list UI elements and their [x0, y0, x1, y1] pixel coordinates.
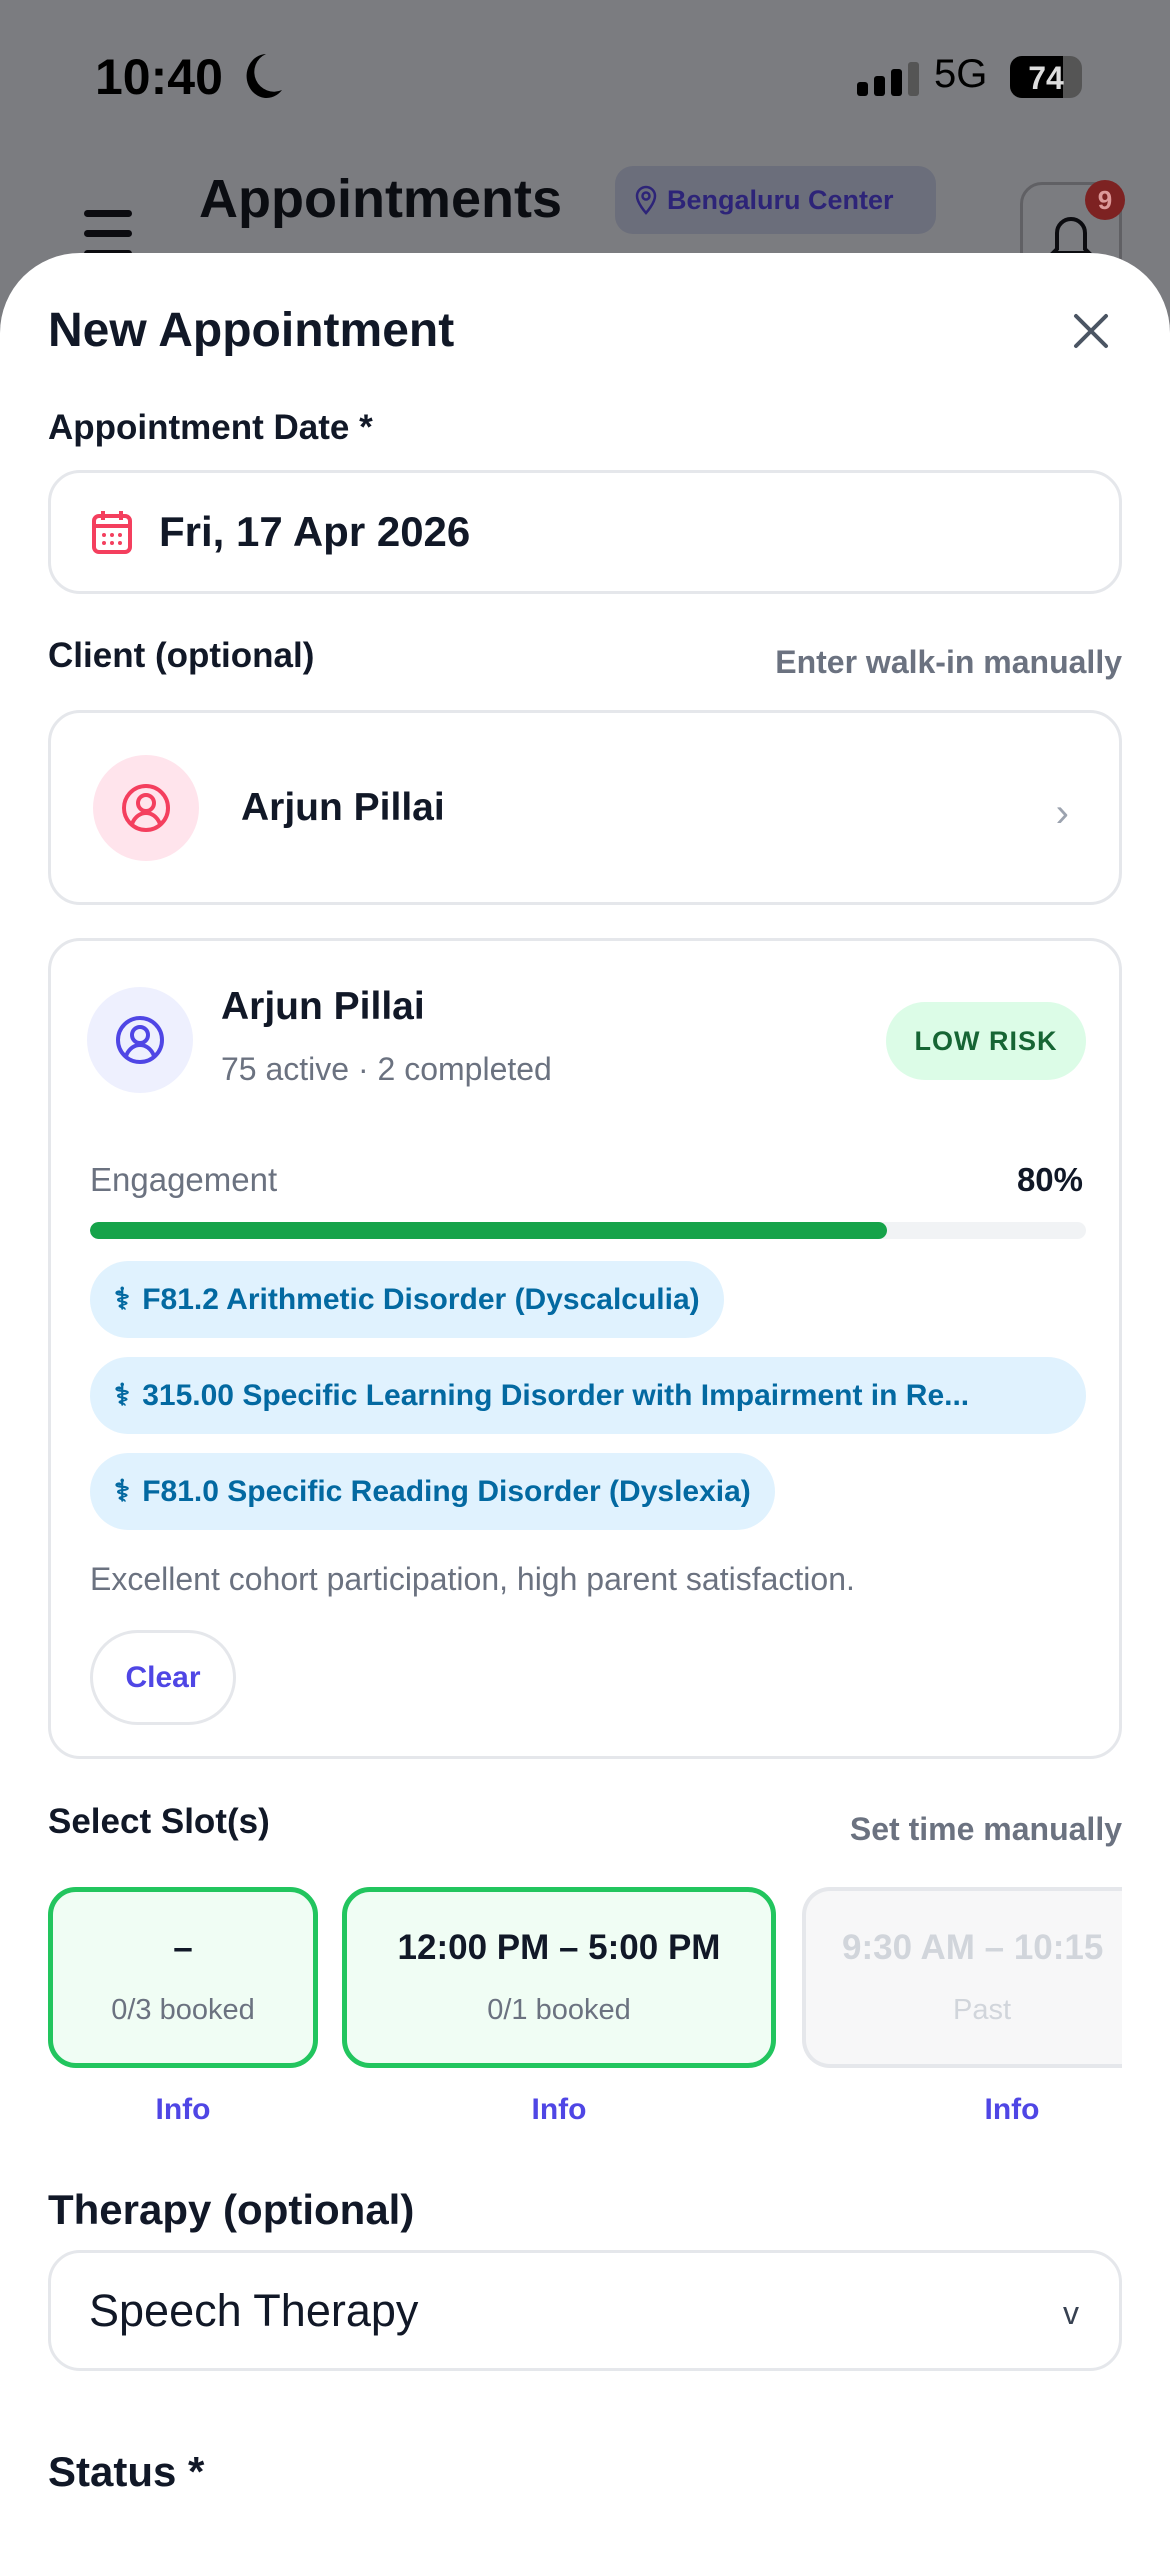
- client-note: Excellent cohort participation, high par…: [90, 1561, 855, 1597]
- selected-client-name: Arjun Pillai: [241, 785, 445, 829]
- slot-time: 9:30 AM – 10:15: [842, 1928, 1104, 1967]
- date-value: Fri, 17 Apr 2026: [159, 508, 471, 555]
- slot-time: 12:00 PM – 5:00 PM: [397, 1928, 721, 1967]
- battery-icon: 74: [1010, 56, 1082, 98]
- date-field[interactable]: Fri, 17 Apr 2026: [48, 470, 1122, 594]
- client-card-summary: 75 active · 2 completed: [221, 1051, 552, 1087]
- therapy-value: Speech Therapy: [89, 2284, 419, 2336]
- slot-time: –: [173, 1928, 193, 1967]
- client-selector[interactable]: Arjun Pillai ›: [48, 710, 1122, 905]
- slot-booked: 0/3 booked: [111, 1994, 255, 2026]
- engagement-bar: [90, 1222, 1086, 1239]
- diagnosis-chip: ⚕ F81.2 Arithmetic Disorder (Dyscalculia): [90, 1261, 724, 1338]
- user-circle-icon: [116, 1016, 164, 1064]
- diagnosis-label: 315.00 Specific Learning Disorder with I…: [142, 1378, 970, 1412]
- slot-card[interactable]: 12:00 PM – 5:00 PM 0/1 booked: [342, 1887, 776, 2068]
- slot-info-link[interactable]: Info: [155, 2093, 211, 2126]
- moon-icon: [246, 54, 282, 98]
- stethoscope-icon: ⚕: [114, 1283, 131, 1316]
- user-circle-icon: [122, 783, 170, 832]
- diagnosis-chip: ⚕ 315.00 Specific Learning Disorder with …: [90, 1357, 1086, 1434]
- client-card-name: Arjun Pillai: [221, 985, 425, 1028]
- close-icon[interactable]: [1070, 310, 1112, 352]
- date-label: Appointment Date *: [48, 408, 373, 447]
- battery-level: 74: [1028, 60, 1064, 96]
- chevron-right-icon: ›: [1055, 791, 1069, 835]
- chevron-down-icon: v: [1063, 2295, 1079, 2331]
- stethoscope-icon: ⚕: [114, 1379, 131, 1412]
- calendar-icon: [92, 511, 132, 554]
- status-time: 10:40: [95, 49, 223, 105]
- client-card-avatar: [87, 987, 193, 1093]
- client-summary-card: Arjun Pillai 75 active · 2 completed LOW…: [48, 938, 1122, 1759]
- slot-card-past: 9:30 AM – 10:15 Past: [802, 1887, 1122, 2068]
- engagement-bar-fill: [90, 1222, 887, 1239]
- sheet-title: New Appointment: [48, 304, 455, 357]
- slot-info-link[interactable]: Info: [984, 2093, 1040, 2126]
- therapy-select[interactable]: Speech Therapy v: [48, 2250, 1122, 2371]
- engagement-value: 80%: [1016, 1161, 1083, 1198]
- bell-icon: [1049, 217, 1093, 255]
- status-label: Status *: [48, 2448, 205, 2495]
- location-label: Bengaluru Center: [667, 184, 894, 215]
- client-avatar: [93, 754, 199, 861]
- engagement-label: Engagement: [90, 1161, 278, 1198]
- slot-card[interactable]: – 0/3 booked: [48, 1887, 318, 2068]
- diagnosis-chip: ⚕ F81.0 Specific Reading Disorder (Dyslex…: [90, 1453, 775, 1530]
- stethoscope-icon: ⚕: [114, 1475, 131, 1508]
- slot-booked: 0/1 booked: [487, 1994, 631, 2026]
- risk-badge: LOW RISK: [886, 1002, 1086, 1080]
- walk-in-link[interactable]: Enter walk-in manually: [775, 644, 1122, 680]
- network-type: 5G: [934, 52, 988, 96]
- notification-badge: 9: [1085, 180, 1125, 220]
- client-label: Client (optional): [48, 636, 315, 675]
- signal-icon: [857, 62, 919, 96]
- slots-label: Select Slot(s): [48, 1802, 270, 1841]
- location-pin-icon: [635, 185, 657, 215]
- therapy-label: Therapy (optional): [48, 2186, 415, 2233]
- diagnosis-label: F81.2 Arithmetic Disorder (Dyscalculia): [142, 1282, 700, 1316]
- page-title: Appointments: [199, 169, 562, 229]
- slot-status: Past: [952, 1994, 1012, 2026]
- diagnosis-label: F81.0 Specific Reading Disorder (Dyslexi…: [142, 1474, 751, 1508]
- clear-client-button[interactable]: Clear: [90, 1630, 236, 1725]
- slot-info-link[interactable]: Info: [531, 2093, 587, 2126]
- location-chip[interactable]: Bengaluru Center: [615, 166, 936, 234]
- set-time-manually-link[interactable]: Set time manually: [849, 1811, 1122, 1847]
